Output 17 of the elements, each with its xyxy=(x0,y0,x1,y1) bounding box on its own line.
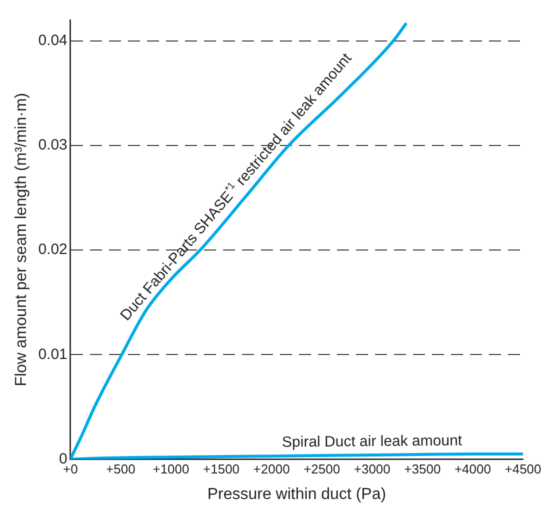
y-tick-label: 0.03 xyxy=(38,136,68,154)
x-tick-label: +1000 xyxy=(152,462,190,477)
series-label: Spiral Duct air leak amount xyxy=(282,432,463,451)
x-tick-label: +1500 xyxy=(203,462,240,477)
y-tick-label: 0.01 xyxy=(38,346,68,363)
y-axis-title: Flow amount per seam length (m³/min·m) xyxy=(13,92,30,386)
x-tick-label: +4000 xyxy=(454,462,491,477)
x-tick-label: +2500 xyxy=(304,462,340,477)
x-axis-title: Pressure within duct (Pa) xyxy=(207,486,386,503)
y-tick-label: 0.02 xyxy=(38,241,68,258)
x-tick-label: +3000 xyxy=(354,462,390,477)
y-tick-label: 0.04 xyxy=(38,32,68,50)
x-tick-label: +2000 xyxy=(253,462,290,477)
x-tick-label: +4500 xyxy=(504,462,542,477)
x-tick-label: +500 xyxy=(106,462,136,477)
y-tick-label: 0 xyxy=(59,450,68,468)
x-tick-label: +3500 xyxy=(404,462,441,477)
